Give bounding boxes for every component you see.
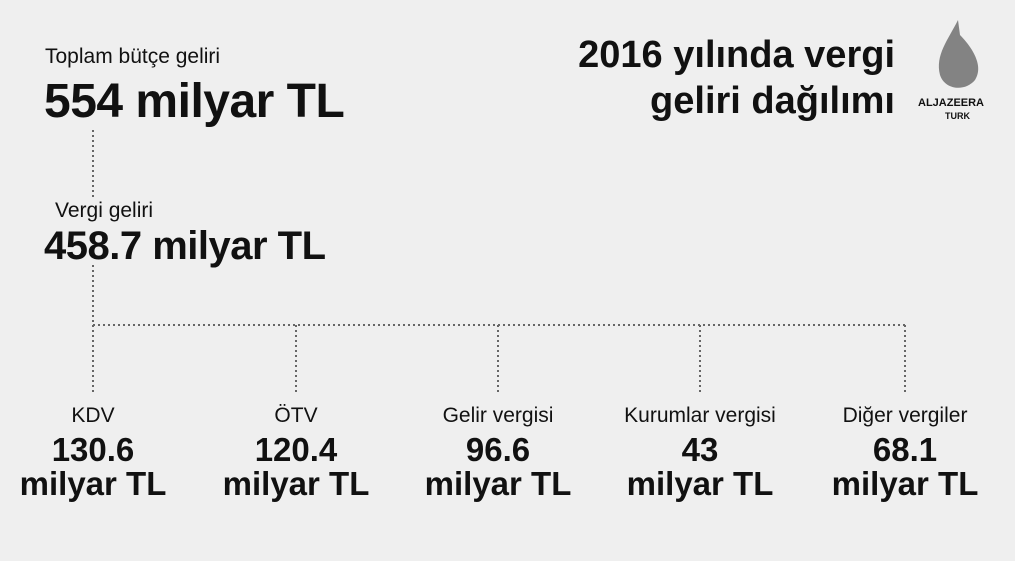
node-amount: 96.6 (465, 431, 531, 468)
total-value: 554 milyar TL (44, 75, 345, 128)
node-label: Kurumlar vergisi (624, 404, 776, 427)
title-line: geliri dağılımı (650, 80, 895, 122)
node-amount: 120.4 (254, 431, 338, 468)
tax-node: Gelir vergisi 96.6 milyar TL (398, 405, 598, 501)
tax-node: Diğer vergiler 68.1 milyar TL (805, 405, 1005, 501)
logo-sub: TURK (945, 111, 970, 121)
node-label: Gelir vergisi (442, 404, 554, 427)
node-unit: milyar TL (424, 465, 572, 502)
node-unit: milyar TL (626, 465, 774, 502)
tax-node: KDV 130.6 milyar TL (0, 405, 193, 501)
node-unit: milyar TL (19, 465, 167, 502)
node-unit: milyar TL (222, 465, 370, 502)
title-line: 2016 yılında vergi (578, 34, 895, 76)
node-unit: milyar TL (831, 465, 979, 502)
node-label: KDV (71, 404, 115, 427)
tax-label: Vergi geliri (55, 199, 154, 222)
node-amount: 130.6 (51, 431, 135, 468)
tax-node: ÖTV 120.4 milyar TL (196, 405, 396, 501)
node-label: Diğer vergiler (842, 404, 968, 427)
total-label: Toplam bütçe geliri (45, 45, 221, 68)
tax-node: Kurumlar vergisi 43 milyar TL (600, 405, 800, 501)
node-amount: 68.1 (872, 431, 938, 468)
node-amount: 43 (681, 431, 719, 468)
tax-value: 458.7 milyar TL (44, 224, 326, 268)
node-label: ÖTV (274, 404, 318, 427)
logo-name: ALJAZEERA (918, 97, 985, 109)
